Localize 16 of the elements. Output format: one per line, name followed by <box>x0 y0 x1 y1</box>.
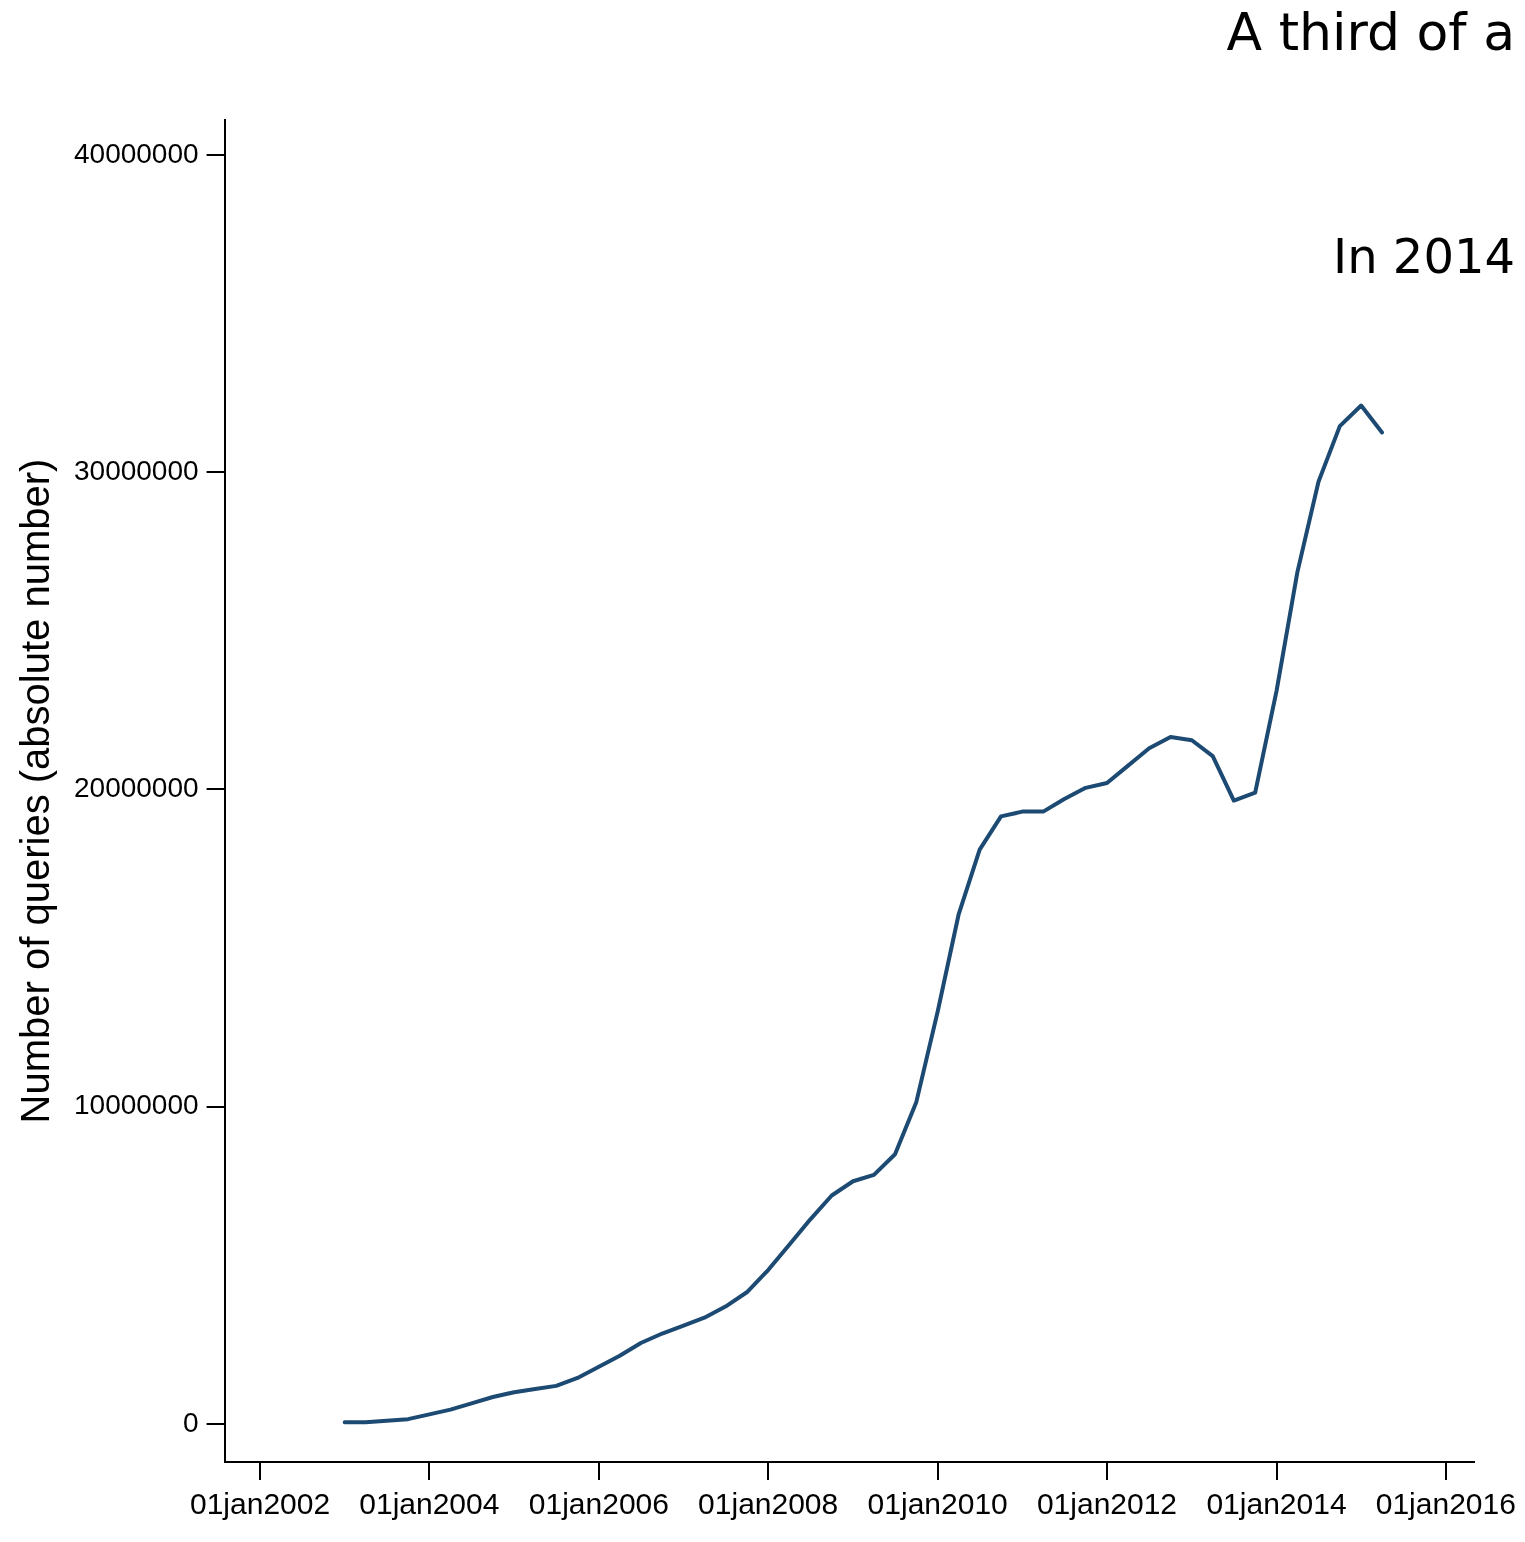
y-tick-label: 30000000 <box>74 454 199 486</box>
y-tick-label: 10000000 <box>74 1089 199 1121</box>
y-tick-label: 40000000 <box>74 137 199 169</box>
x-tick-label: 01jan2012 <box>1036 1487 1178 1521</box>
x-tick-label: 01jan2010 <box>867 1487 1008 1521</box>
x-tick-label: 01jan2008 <box>698 1487 839 1521</box>
y-tick-label: 20000000 <box>74 772 199 804</box>
chart-title: A third of a <box>1226 2 1515 62</box>
y-tick-label: 0 <box>183 1406 199 1438</box>
x-tick-label: 01jan2006 <box>528 1487 669 1521</box>
x-tick-label: 01jan2016 <box>1375 1487 1516 1521</box>
x-tick-label: 01jan2004 <box>359 1487 500 1521</box>
x-tick-label: 01jan2014 <box>1206 1487 1347 1521</box>
x-tick-label: 01jan2002 <box>189 1487 331 1521</box>
y-axis-title: Number of queries (absolute number) <box>13 458 58 1124</box>
annotation: In 2014 <box>1333 228 1515 284</box>
